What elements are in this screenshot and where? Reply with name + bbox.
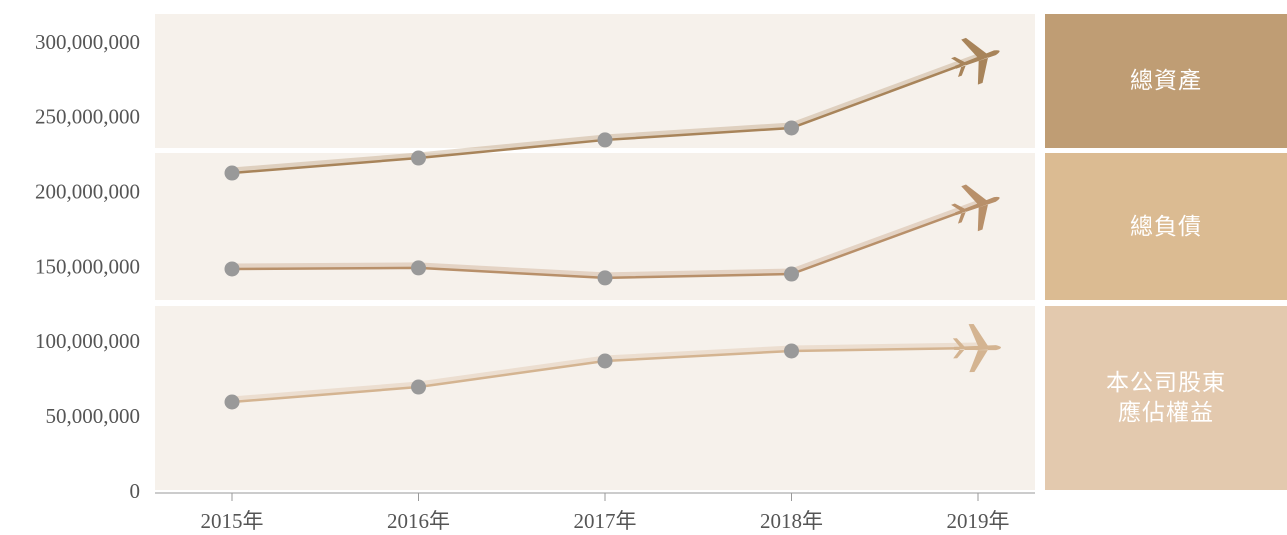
legend-panel: 總資產 — [1045, 14, 1287, 148]
y-tick-label: 150,000,000 — [35, 254, 140, 278]
plane-marker — [951, 37, 1000, 85]
marker — [411, 379, 426, 395]
legend-label: 本公司股東應佔權益 — [1106, 370, 1226, 426]
y-tick-label: 0 — [130, 479, 141, 503]
band — [155, 306, 1035, 490]
band — [155, 14, 1035, 148]
y-tick-label: 100,000,000 — [35, 329, 140, 353]
x-tick-label: 2019年 — [947, 509, 1010, 533]
marker — [224, 261, 240, 277]
marker — [784, 120, 799, 136]
marker — [597, 270, 613, 286]
legend-panel: 本公司股東應佔權益 — [1045, 306, 1287, 490]
legend-label: 總資產 — [1130, 68, 1202, 94]
marker — [784, 343, 799, 359]
plane-marker — [952, 324, 1001, 373]
x-tick-label: 2015年 — [201, 509, 264, 533]
y-tick-label: 50,000,000 — [46, 404, 141, 428]
marker — [411, 260, 426, 276]
y-tick-label: 300,000,000 — [35, 30, 140, 54]
plane-marker — [951, 184, 1000, 232]
marker — [411, 150, 426, 166]
legend-label: 總負債 — [1130, 213, 1202, 240]
marker — [224, 394, 240, 410]
band — [155, 153, 1035, 300]
x-tick-label: 2018年 — [760, 509, 823, 533]
marker — [224, 165, 240, 181]
legend-panel: 總負債 — [1045, 153, 1287, 300]
y-tick-label: 200,000,000 — [35, 179, 140, 203]
y-tick-label: 250,000,000 — [35, 105, 140, 129]
x-tick-label: 2017年 — [574, 509, 637, 533]
marker — [784, 266, 799, 282]
marker — [597, 132, 613, 148]
x-tick-label: 2016年 — [387, 509, 450, 533]
marker — [597, 353, 613, 369]
